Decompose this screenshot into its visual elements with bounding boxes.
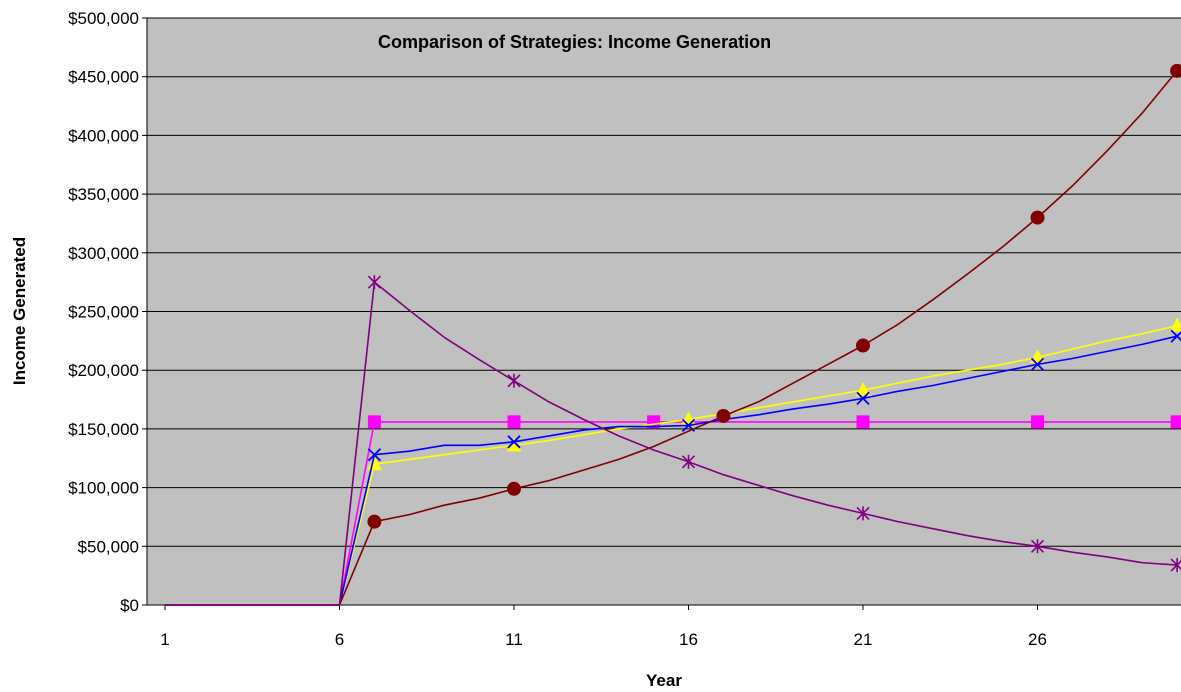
- y-tick-label: $450,000: [68, 68, 139, 87]
- x-axis-tick-labels: 1 6 11 16 21 26: [160, 605, 1047, 649]
- data-point-marker: [366, 456, 382, 471]
- data-point-marker: [367, 514, 382, 529]
- y-tick-label: $0: [120, 596, 139, 615]
- data-point-marker: [855, 382, 871, 397]
- data-point-marker: [716, 408, 731, 423]
- x-tick-label: 16: [679, 630, 698, 649]
- y-tick-label: $50,000: [78, 537, 139, 556]
- y-axis-tick-labels: $0 $50,000 $100,000 $150,000 $200,000 $250,00…: [68, 9, 147, 615]
- data-point-marker: [681, 454, 696, 469]
- data-point-marker: [1030, 357, 1045, 371]
- y-tick-label: $300,000: [68, 244, 139, 263]
- x-tick-label: 11: [505, 630, 523, 649]
- chart-title: Comparison of Strategies: Income Generat…: [378, 32, 771, 52]
- x-tick-label: 1: [160, 630, 169, 649]
- data-point-marker: [856, 506, 870, 521]
- data-point-marker: [507, 373, 521, 388]
- data-point-marker: [1170, 329, 1181, 343]
- data-point-marker: [1031, 415, 1044, 429]
- data-point-marker: [856, 338, 870, 353]
- data-point-marker: [507, 415, 521, 429]
- data-point-marker: [506, 437, 522, 452]
- y-tick-label: $200,000: [68, 361, 139, 380]
- y-tick-label: $100,000: [68, 479, 139, 498]
- data-point-marker: [367, 448, 382, 462]
- series-group: [165, 63, 1181, 606]
- data-point-marker: [1170, 63, 1181, 78]
- data-point-marker: [367, 275, 381, 290]
- data-point-marker: [856, 415, 870, 429]
- data-point-marker: [1030, 210, 1045, 225]
- data-point-marker: [1170, 415, 1181, 429]
- x-tick-label: 21: [854, 630, 873, 649]
- x-axis-title: Year: [646, 671, 682, 690]
- x-tick-label: 6: [335, 630, 344, 649]
- data-point-marker: [367, 415, 381, 429]
- gridlines: [147, 17, 1181, 547]
- y-tick-label: $500,000: [68, 9, 139, 28]
- data-point-marker: [507, 481, 521, 496]
- data-point-marker: [1169, 317, 1181, 332]
- y-tick-label: $400,000: [68, 126, 139, 145]
- data-point-marker: [856, 391, 870, 406]
- y-tick-label: $250,000: [68, 303, 139, 322]
- y-tick-label: $350,000: [68, 185, 139, 204]
- data-point-marker: [507, 435, 521, 449]
- y-tick-label: $150,000: [68, 420, 139, 439]
- y-axis-title: Income Generated: [10, 237, 29, 385]
- data-point-marker: [1170, 558, 1181, 573]
- x-tick-label: 26: [1028, 630, 1047, 649]
- series-line: [165, 281, 1178, 606]
- series-5: [165, 275, 1181, 606]
- data-point-marker: [1030, 539, 1045, 554]
